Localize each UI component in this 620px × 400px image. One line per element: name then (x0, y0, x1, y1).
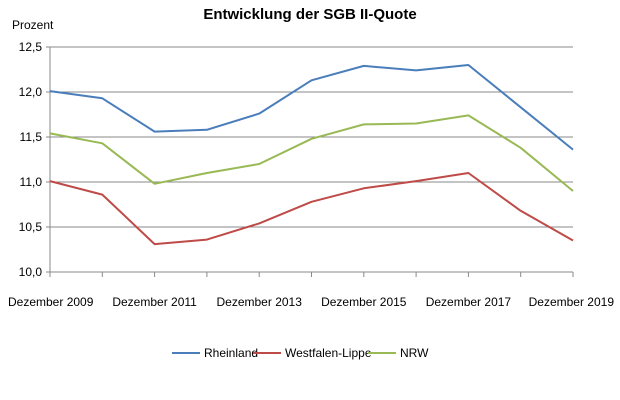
x-tick-labels: Dezember 2009 Dezember 2011 Dezember 2013 D… (8, 295, 614, 309)
y-tick-labels: 10,0 10,5 11,0 11,5 12,0 12,5 (19, 40, 43, 279)
x-tick-label: Dezember 2011 (112, 295, 197, 309)
x-tick-label: Dezember 2013 (217, 295, 303, 309)
y-tick-label: 10,5 (19, 220, 43, 234)
series-lines (49, 64, 574, 246)
x-tick-label: Dezember 2019 (529, 295, 615, 309)
legend-swatch (368, 352, 396, 354)
chart-title: Entwicklung der SGB II-Quote (203, 6, 417, 23)
legend-swatch (253, 352, 281, 354)
legend-label: Rheinland (204, 346, 259, 360)
series-line-rheinland (49, 64, 574, 151)
legend-item-nrw: NRW (368, 346, 428, 360)
y-tick-label: 11,5 (20, 130, 43, 144)
series-line-nrw (49, 114, 574, 192)
legend-swatch (172, 352, 200, 354)
y-tick-label: 12,5 (19, 40, 43, 54)
y-tick-label: 10,0 (19, 265, 43, 279)
y-tick-label: 11,0 (20, 175, 43, 189)
y-tick-label: 12,0 (19, 85, 43, 99)
x-tick-label: Dezember 2015 (321, 295, 407, 309)
legend-label: NRW (400, 346, 429, 360)
legend-item-rheinland: Rheinland (172, 346, 258, 360)
series-line-westfalen-lippe (49, 172, 574, 246)
legend: Rheinland Westfalen-Lippe NRW (0, 346, 620, 366)
legend-item-westfalen-lippe: Westfalen-Lippe (253, 346, 372, 360)
legend-label: Westfalen-Lippe (285, 346, 372, 360)
x-tick-label: Dezember 2017 (426, 295, 512, 309)
y-axis-label: Prozent (12, 18, 54, 32)
x-tick-label: Dezember 2009 (8, 295, 94, 309)
axes (49, 47, 574, 277)
